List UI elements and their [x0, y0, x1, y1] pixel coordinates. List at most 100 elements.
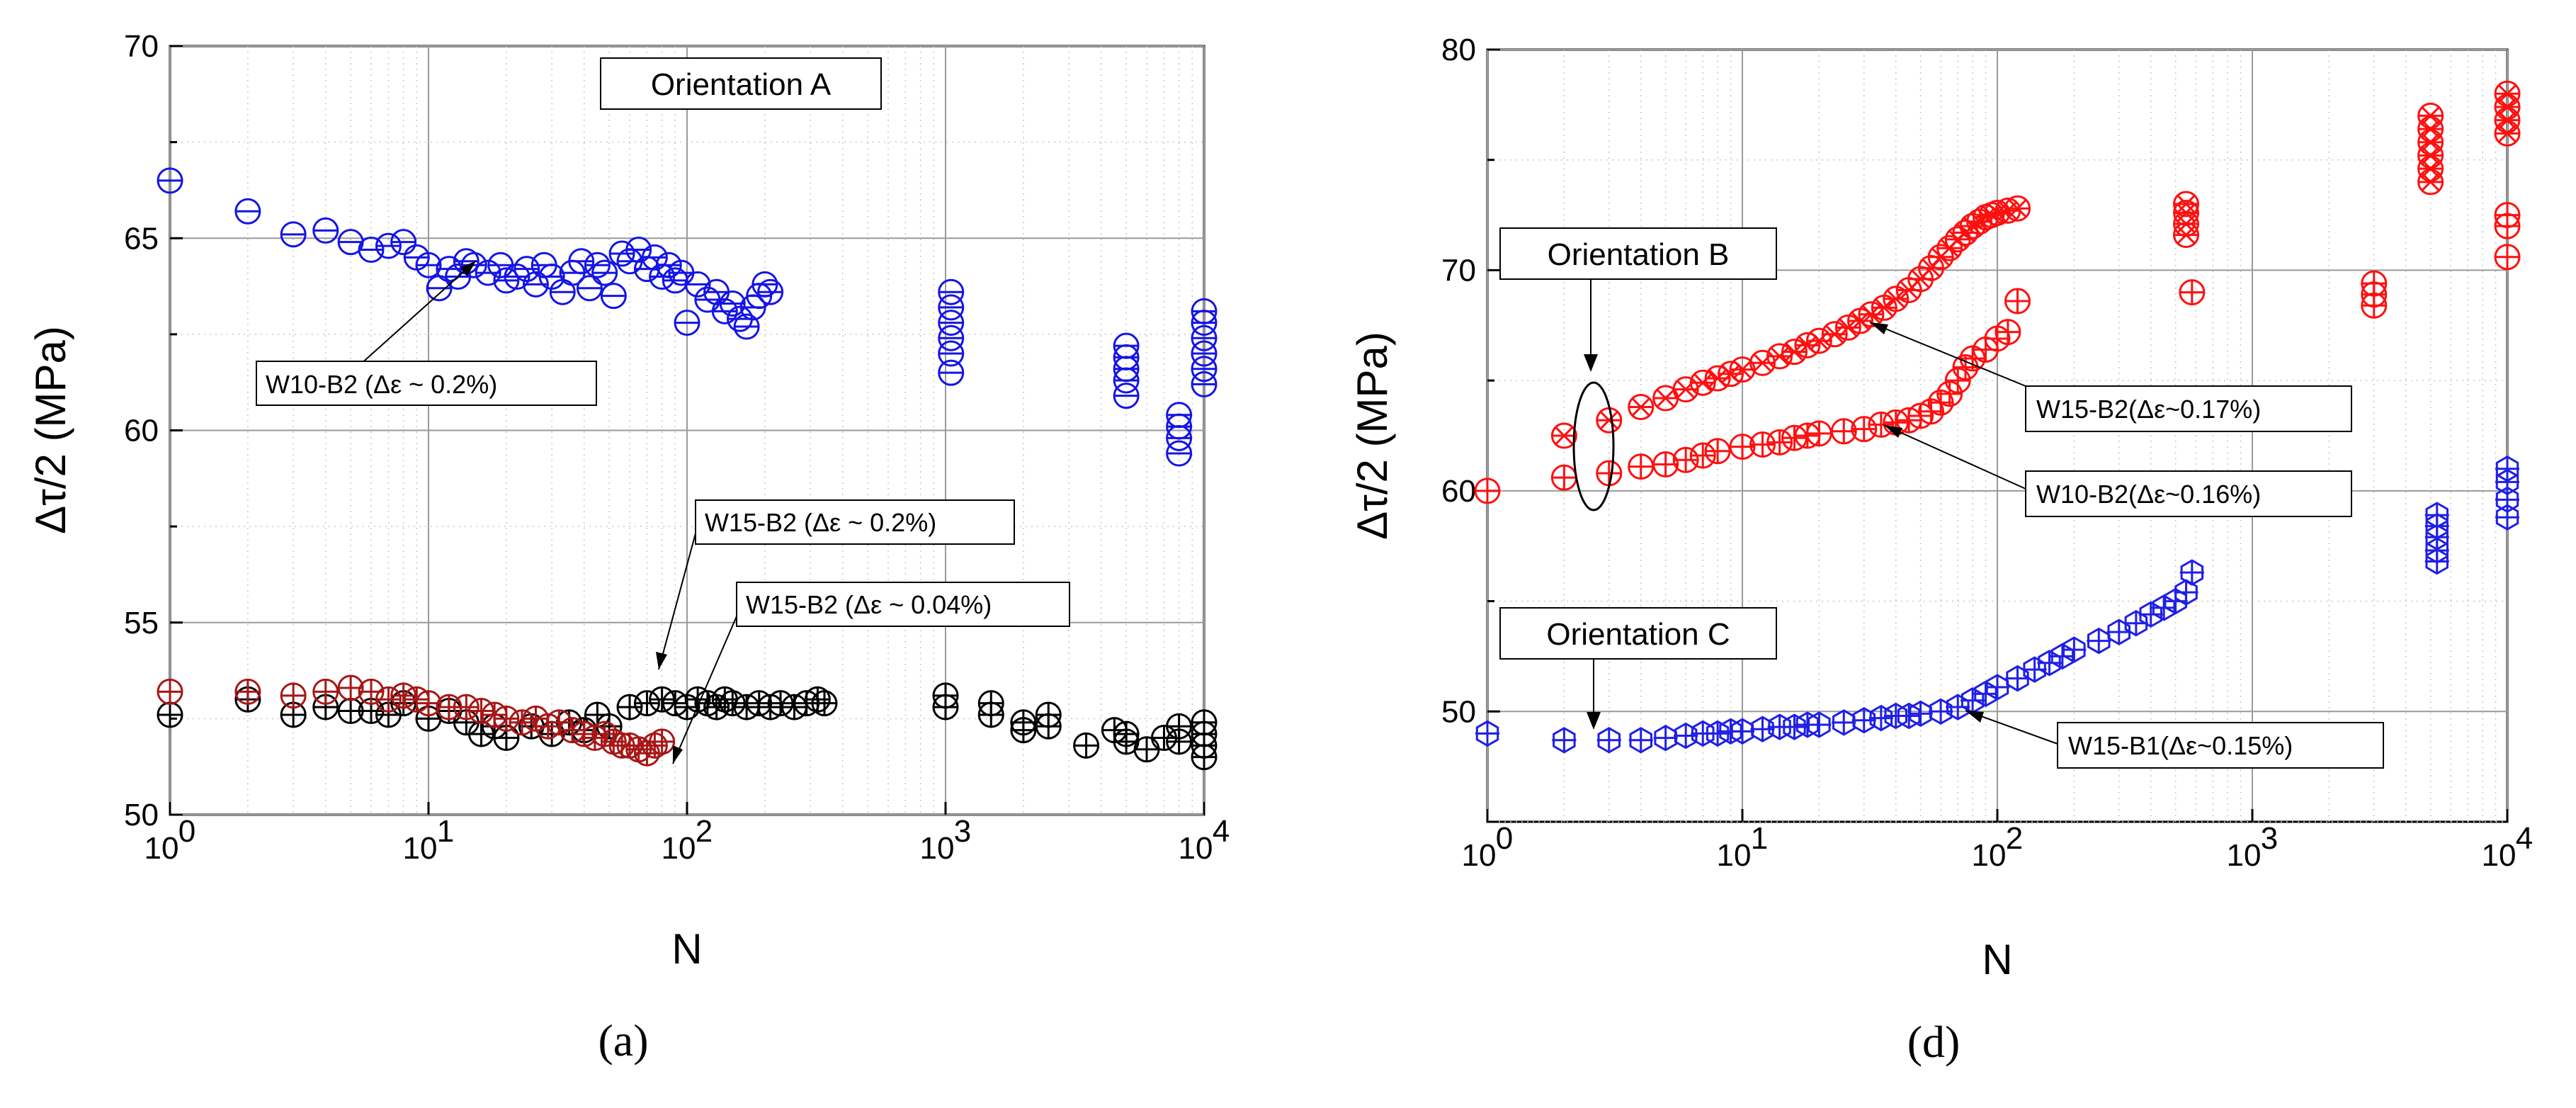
- x-tick-label: 10: [1462, 838, 1497, 873]
- data-point: [2494, 202, 2521, 229]
- data-point: [1944, 367, 1971, 394]
- data-point: [600, 283, 627, 310]
- data-point: [1851, 416, 1878, 443]
- data-point: [157, 167, 183, 194]
- data-point: [2417, 115, 2444, 142]
- data-point: [1191, 298, 1218, 324]
- y-tick-label: 60: [124, 414, 159, 448]
- data-point: [1749, 349, 1776, 376]
- data-point: [390, 682, 417, 709]
- data-point: [649, 686, 676, 713]
- data-point: [938, 294, 965, 321]
- data-point: [576, 275, 603, 302]
- annotation-orientation-c: Orientation C: [1499, 607, 1777, 730]
- data-point: [157, 678, 183, 705]
- data-point: [641, 732, 668, 759]
- data-point: [1653, 724, 1678, 752]
- x-tick-label: 10: [662, 831, 696, 866]
- panel-a-xlabel: N: [671, 925, 702, 973]
- annotation-w10-b2-d-label: W10-B2(Δε~0.16%): [2036, 480, 2261, 509]
- data-point: [493, 705, 520, 732]
- data-point: [811, 690, 838, 717]
- data-point: [2417, 169, 2444, 196]
- data-point: [1781, 339, 1808, 366]
- data-point: [977, 701, 1004, 728]
- data-point: [1929, 698, 1953, 725]
- data-point: [938, 340, 965, 367]
- data-point: [1596, 407, 1623, 434]
- data-point: [932, 694, 959, 720]
- data-point: [1628, 453, 1655, 480]
- data-point: [1596, 727, 1621, 754]
- annotation-w10-b2-d: W10-B2(Δε~0.16%): [1883, 424, 2352, 517]
- data-point: [641, 244, 668, 271]
- data-point: [1936, 380, 1963, 407]
- data-point: [2050, 643, 2075, 670]
- data-point: [1475, 720, 1499, 747]
- y-tick-label: 70: [1441, 253, 1476, 288]
- data-point: [1730, 718, 1754, 745]
- data-point: [719, 690, 746, 717]
- data-point: [1689, 369, 1716, 396]
- data-point: [1191, 340, 1218, 367]
- data-point: [2062, 636, 2087, 663]
- data-point: [2361, 270, 2388, 297]
- data-point: [591, 259, 618, 286]
- data-point: [608, 240, 635, 267]
- data-point: [938, 310, 965, 337]
- data-point: [2179, 559, 2204, 586]
- data-point: [390, 229, 417, 256]
- data-point: [757, 278, 784, 305]
- data-point: [280, 221, 307, 248]
- data-point: [1807, 711, 1832, 738]
- data-point: [1166, 440, 1193, 467]
- data-point: [1672, 446, 1699, 473]
- data-point: [453, 694, 480, 720]
- data-point: [1191, 371, 1218, 397]
- data-point: [804, 686, 831, 713]
- data-point: [1766, 429, 1793, 456]
- data-point: [1550, 464, 1577, 491]
- data-point: [938, 278, 965, 305]
- x-tick-label: 10: [920, 831, 955, 866]
- data-point: [1474, 477, 1501, 504]
- data-point: [733, 313, 760, 340]
- data-point: [767, 690, 794, 717]
- data-point: [1191, 709, 1218, 736]
- data-point: [234, 198, 261, 225]
- data-point: [2004, 195, 2031, 222]
- data-point: [312, 678, 339, 705]
- data-point: [1113, 383, 1140, 409]
- data-point: [1868, 704, 1893, 732]
- data-point: [1782, 713, 1807, 740]
- y-tick-label: 50: [1441, 694, 1476, 729]
- annotation-w15-b1-label: W15-B1(Δε~0.15%): [2068, 731, 2293, 760]
- data-point: [1750, 716, 1775, 742]
- data-point: [1871, 294, 1897, 321]
- data-point: [1729, 356, 1756, 383]
- data-point: [460, 251, 487, 278]
- data-point: [1596, 460, 1623, 487]
- data-point: [312, 217, 339, 244]
- data-point: [568, 248, 595, 275]
- data-point: [616, 694, 643, 720]
- data-point: [509, 709, 535, 736]
- data-point: [1961, 686, 1985, 714]
- x-tick-exponent: 0: [1496, 821, 1513, 856]
- data-point: [2424, 502, 2449, 528]
- x-tick-label: 10: [2482, 838, 2517, 873]
- data-point: [649, 728, 676, 755]
- data-point: [2417, 102, 2444, 129]
- annotation-w15-b2-02: W15-B2 (Δε ~ 0.2%): [656, 499, 1015, 670]
- x-tick-exponent: 4: [1213, 814, 1230, 849]
- data-point: [2106, 618, 2131, 645]
- data-point: [234, 678, 261, 705]
- y-tick-label: 65: [124, 221, 159, 256]
- data-point: [2417, 129, 2444, 156]
- data-point: [655, 251, 682, 278]
- x-tick-exponent: 0: [178, 814, 195, 849]
- data-point: [1113, 332, 1140, 359]
- y-tick-label: 70: [124, 29, 159, 64]
- data-point: [1883, 286, 1910, 312]
